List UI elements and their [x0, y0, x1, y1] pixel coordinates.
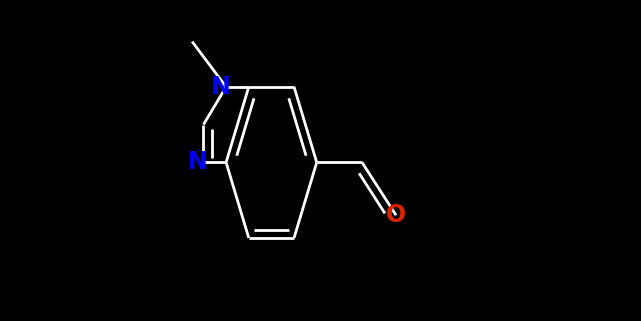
Text: N: N — [188, 150, 208, 174]
Text: N: N — [210, 75, 230, 99]
Text: O: O — [386, 203, 406, 227]
